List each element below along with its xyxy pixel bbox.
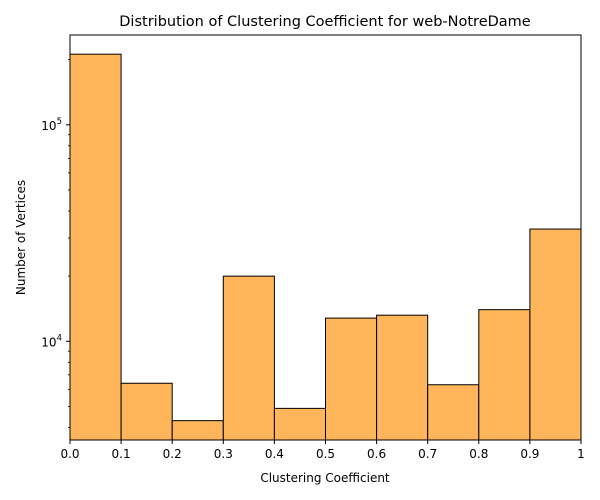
histogram-bar-6: [376, 314, 429, 441]
histogram-bar-0: [69, 53, 122, 441]
x-tick-label: 0.0: [60, 447, 79, 461]
x-tick-label: 0.8: [469, 447, 488, 461]
x-tick-label: 0.4: [265, 447, 284, 461]
x-tick-label: 0.7: [418, 447, 437, 461]
x-tick-label: 0.2: [163, 447, 182, 461]
histogram-bar-9: [529, 228, 582, 441]
y-tick-label: 104: [41, 333, 62, 349]
histogram-bar-2: [171, 420, 224, 441]
histogram-bar-7: [427, 384, 480, 441]
plot-frame: [69, 34, 582, 441]
histogram-bars: [69, 53, 582, 441]
x-tick-label: 0.3: [214, 447, 233, 461]
x-tick-label: 1: [577, 447, 585, 461]
histogram-bar-5: [325, 317, 378, 441]
chart-title: Distribution of Clustering Coefficient f…: [119, 14, 531, 30]
x-ticks: 0.0 0.1 0.2 0.3 0.4 0.5 0.6 0.7 0.8 0.9 1: [60, 440, 585, 461]
y-tick-label: 105: [41, 117, 62, 133]
x-tick-label: 0.5: [316, 447, 335, 461]
histogram-bar-8: [478, 309, 531, 441]
x-tick-label: 0.1: [112, 447, 131, 461]
histogram-bar-1: [120, 382, 173, 441]
x-axis-label: Clustering Coefficient: [260, 471, 390, 485]
y-axis-label: Number of Vertices: [14, 180, 28, 295]
histogram-bar-3: [222, 275, 275, 441]
y-major-ticks: 104 105: [41, 117, 70, 349]
histogram-bar-4: [273, 407, 326, 441]
x-tick-label: 0.6: [367, 447, 386, 461]
x-tick-label: 0.9: [520, 447, 539, 461]
